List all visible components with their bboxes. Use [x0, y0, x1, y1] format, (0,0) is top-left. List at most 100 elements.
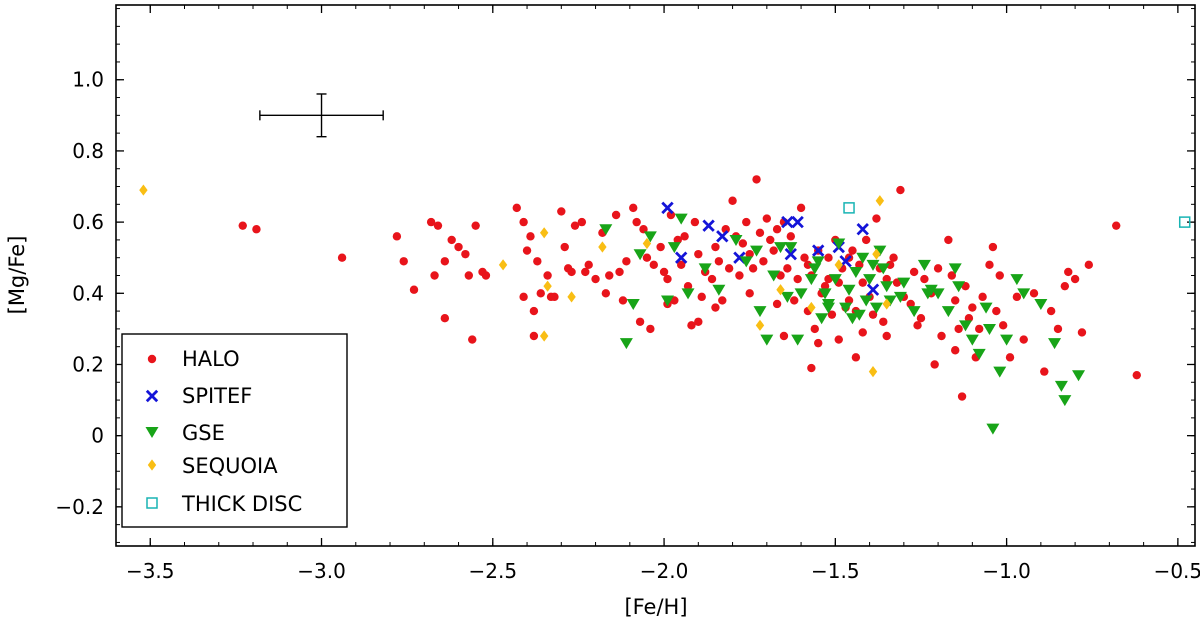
halo-point: [522, 246, 532, 255]
halo-point: [913, 321, 922, 330]
halo-point: [618, 296, 628, 305]
gse-point: [842, 284, 856, 296]
gse-point: [948, 263, 962, 275]
halo-point: [519, 217, 528, 227]
gse-point: [1058, 395, 1072, 407]
gse-point: [791, 334, 805, 346]
thick-disc-point: [1178, 216, 1191, 228]
halo-point: [834, 335, 843, 344]
halo-point: [844, 296, 854, 305]
halo-point: [793, 274, 802, 284]
y-tick-labels: −0.2 0 0.2 0.4 0.6 0.8 1.0: [55, 68, 104, 519]
gse-point: [815, 313, 829, 325]
halo-point: [711, 303, 720, 312]
halo-point: [735, 271, 744, 280]
halo-point: [711, 242, 720, 252]
halo-point: [512, 203, 521, 213]
halo-point: [447, 235, 456, 245]
halo-point: [1132, 370, 1141, 380]
halo-point: [909, 267, 919, 277]
halo-point: [796, 203, 806, 213]
halo-point: [663, 274, 672, 284]
legend-markers: [145, 354, 159, 509]
gse-point: [873, 245, 887, 257]
gse-point: [599, 224, 613, 236]
gse-point: [818, 288, 832, 300]
halo-point: [858, 278, 867, 287]
gse-point: [774, 242, 788, 254]
halo-point: [783, 264, 792, 273]
gse-point: [972, 348, 986, 360]
legend-marker-thick-disc: [146, 497, 158, 509]
gse-point: [832, 238, 846, 250]
sequoia-point: [776, 284, 785, 296]
y-tick-label: 0: [91, 424, 104, 448]
gse-point: [880, 281, 894, 293]
sequoia-point: [868, 365, 878, 378]
halo-point: [252, 225, 261, 234]
gse-point: [883, 295, 897, 307]
halo-point: [697, 292, 706, 302]
halo-point: [543, 271, 552, 280]
halo-point: [635, 317, 645, 326]
halo-point: [786, 232, 796, 241]
halo-point: [615, 267, 624, 277]
sequoia-point: [139, 184, 148, 196]
halo-point: [471, 221, 480, 230]
gse-point: [897, 277, 911, 289]
halo-point: [879, 317, 888, 326]
halo-point: [978, 292, 987, 302]
gse-point: [750, 245, 764, 257]
legend-label-halo: HALO: [182, 347, 240, 371]
halo-point: [920, 274, 929, 284]
halo-point: [601, 289, 611, 298]
halo-point: [481, 271, 491, 280]
spitef-point: [812, 244, 825, 257]
halo-point: [995, 271, 1004, 280]
halo-point: [992, 306, 1001, 316]
halo-point: [567, 267, 576, 277]
y-tick-label: 0.8: [72, 139, 104, 163]
spitef-point: [781, 215, 794, 229]
halo-point: [584, 260, 593, 270]
y-tick-label: 0.2: [72, 352, 104, 376]
gse-point: [1054, 380, 1068, 392]
gse-point: [921, 288, 935, 300]
halo-point: [885, 260, 895, 270]
halo-point: [690, 217, 700, 227]
halo-point: [683, 281, 693, 291]
gse-point: [893, 291, 907, 303]
gse-point: [667, 242, 681, 254]
halo-point: [944, 235, 953, 245]
halo-point: [779, 331, 789, 341]
gse-point: [979, 302, 993, 314]
halo-point: [951, 346, 960, 355]
halo-point: [409, 285, 419, 294]
y-tick-label: 1.0: [72, 68, 104, 92]
spitef-point: [716, 230, 729, 243]
halo-point: [745, 289, 754, 298]
legend-label-gse: GSE: [182, 421, 225, 445]
halo-point: [954, 324, 963, 334]
spitef-point: [791, 215, 804, 229]
halo-point: [718, 296, 727, 305]
halo-point: [642, 253, 652, 262]
gse-point: [876, 263, 890, 275]
legend-label-spitef: SPITEF: [182, 384, 252, 408]
halo-point: [848, 246, 857, 255]
halo-point: [728, 196, 737, 205]
spitef-point: [784, 247, 797, 261]
halo-point: [988, 242, 998, 252]
halo-point: [581, 267, 590, 277]
halo-point: [896, 185, 905, 195]
halo-point: [649, 260, 658, 270]
gse-point: [760, 334, 774, 346]
gse-point: [660, 295, 674, 307]
halo-point: [762, 214, 772, 223]
halo-point: [666, 210, 676, 220]
x-axis-label: [Fe/H]: [624, 595, 687, 619]
halo-point: [659, 267, 669, 277]
halo-point: [800, 253, 809, 262]
legend-box: [121, 333, 348, 528]
gse-point: [845, 313, 859, 325]
